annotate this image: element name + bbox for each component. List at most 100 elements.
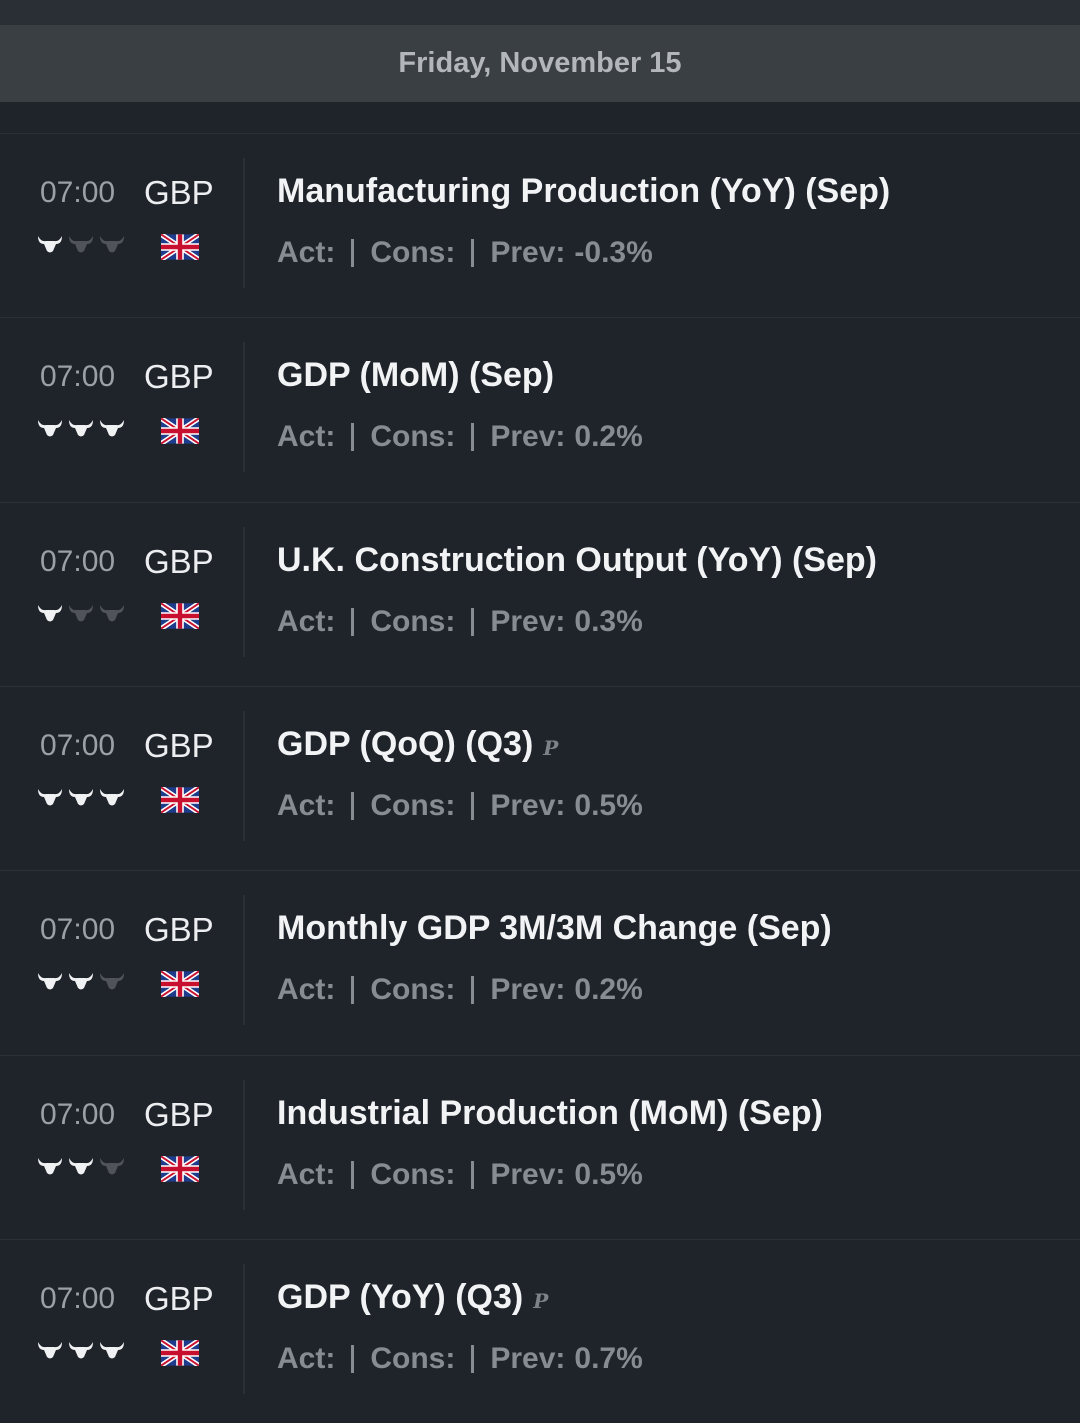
bull-icon bbox=[100, 1157, 124, 1174]
title-text: Manufacturing Production (YoY) (Sep) bbox=[277, 172, 891, 210]
cons-label: Cons: bbox=[370, 236, 456, 269]
event-values: Act: Cons: Prev: 0.5% bbox=[277, 1158, 643, 1192]
bull-icon bbox=[38, 1341, 62, 1359]
event-title: Manufacturing Production (YoY) (Sep) bbox=[277, 172, 890, 211]
event-title: GDP (YoY) (Q3) P bbox=[277, 1278, 548, 1317]
separator bbox=[351, 791, 355, 820]
act-label: Act: bbox=[277, 1341, 336, 1375]
prev-label: Prev: bbox=[490, 420, 566, 454]
cons-label: Cons: bbox=[370, 788, 456, 822]
importance-icons bbox=[38, 1157, 124, 1174]
act-label: Act: bbox=[277, 788, 336, 822]
bull-icon bbox=[69, 604, 93, 622]
bull-icon bbox=[38, 236, 62, 253]
prev-value: 0.7% bbox=[574, 1341, 643, 1375]
separator bbox=[351, 976, 355, 1005]
bull-icon bbox=[38, 1157, 62, 1174]
importance bbox=[37, 603, 129, 630]
prev-value: -0.3% bbox=[574, 236, 653, 269]
event-time: 07:00 bbox=[40, 360, 116, 394]
country-flag bbox=[159, 600, 201, 634]
currency: GBP bbox=[144, 542, 214, 580]
divider bbox=[243, 342, 245, 473]
event-title: Monthly GDP 3M/3M Change (Sep) bbox=[277, 909, 832, 948]
separator bbox=[471, 976, 475, 1005]
bull-icon bbox=[69, 420, 93, 437]
cons-label: Cons: bbox=[370, 973, 456, 1007]
prev-label: Prev: bbox=[490, 604, 566, 638]
divider bbox=[243, 710, 245, 841]
cons-label: Cons: bbox=[370, 1341, 456, 1375]
country-flag bbox=[159, 785, 201, 818]
title-text: GDP (MoM) (Sep) bbox=[277, 356, 555, 395]
bull-icon bbox=[100, 973, 124, 990]
prelim-marker: P bbox=[543, 735, 559, 760]
event-row: 07:00 GBP Monthly GDP 3M/3M Change (Sep) Ac… bbox=[0, 870, 1080, 1054]
separator bbox=[471, 607, 475, 636]
separator bbox=[471, 239, 475, 267]
title-text: GDP (QoQ) (Q3) bbox=[277, 724, 534, 763]
currency: GBP bbox=[144, 911, 214, 949]
separator bbox=[471, 423, 475, 452]
event-title: U.K. Construction Output (YoY) (Sep) bbox=[277, 541, 877, 580]
importance-icons bbox=[38, 1341, 124, 1359]
currency: GBP bbox=[144, 1095, 214, 1133]
act-label: Act: bbox=[277, 973, 336, 1007]
divider bbox=[243, 1263, 245, 1394]
country-flag bbox=[159, 1153, 201, 1187]
prev-value: 0.5% bbox=[574, 1157, 643, 1191]
currency: GBP bbox=[144, 358, 214, 396]
prev-value: 0.5% bbox=[574, 788, 643, 822]
prev-label: Prev: bbox=[490, 1341, 566, 1375]
prev-value: 0.2% bbox=[574, 420, 643, 454]
divider bbox=[243, 526, 245, 657]
currency: GBP bbox=[144, 1279, 214, 1317]
event-time: 07:00 bbox=[40, 1097, 116, 1131]
currency: GBP bbox=[144, 174, 214, 211]
event-row: 07:00 GBP GDP (MoM) (Sep) Act: Cons: Prev: 0.2… bbox=[0, 317, 1080, 501]
separator bbox=[471, 1160, 475, 1189]
bull-icon bbox=[100, 1341, 124, 1359]
divider bbox=[243, 895, 245, 1026]
importance-icons bbox=[38, 973, 124, 990]
event-time: 07:00 bbox=[40, 913, 116, 947]
event-row: 07:00 GBP GDP (YoY) (Q3) P Act: Cons: Prev: 0.7… bbox=[0, 1238, 1080, 1423]
event-values: Act: Cons: Prev: 0.5% bbox=[277, 789, 643, 823]
event-time: 07:00 bbox=[40, 1281, 116, 1315]
importance bbox=[37, 1156, 129, 1183]
country-flag bbox=[159, 416, 201, 449]
event-row: 07:00 GBP Manufacturing Production (YoY) (… bbox=[0, 133, 1080, 317]
prev-label: Prev: bbox=[490, 236, 566, 269]
country-flag bbox=[159, 1338, 201, 1371]
event-values: Act: Cons: Prev: 0.2% bbox=[277, 420, 643, 454]
act-label: Act: bbox=[277, 604, 336, 638]
bull-icon bbox=[100, 604, 124, 622]
importance bbox=[37, 971, 129, 998]
top-bar bbox=[0, 0, 1080, 25]
event-title: GDP (MoM) (Sep) bbox=[277, 356, 554, 395]
bull-icon bbox=[69, 1157, 93, 1174]
event-title: GDP (QoQ) (Q3) P bbox=[277, 725, 558, 764]
divider bbox=[243, 1079, 245, 1210]
divider bbox=[243, 158, 245, 288]
importance bbox=[37, 1340, 129, 1367]
separator bbox=[471, 791, 475, 820]
importance bbox=[37, 418, 129, 445]
event-values: Act: Cons: Prev: 0.7% bbox=[277, 1342, 643, 1376]
separator bbox=[471, 1344, 475, 1373]
act-label: Act: bbox=[277, 420, 336, 454]
title-text: GDP (YoY) (Q3) bbox=[277, 1277, 524, 1316]
separator bbox=[351, 239, 355, 267]
importance-icons bbox=[38, 788, 124, 806]
event-time: 07:00 bbox=[40, 176, 116, 209]
event-time: 07:00 bbox=[40, 728, 116, 762]
title-text: Monthly GDP 3M/3M Change (Sep) bbox=[277, 909, 832, 948]
bull-icon bbox=[69, 973, 93, 990]
prev-label: Prev: bbox=[490, 1157, 566, 1191]
importance-icons bbox=[38, 420, 124, 437]
bull-icon bbox=[38, 604, 62, 622]
currency: GBP bbox=[144, 726, 214, 764]
bull-icon bbox=[100, 788, 124, 806]
title-text: U.K. Construction Output (YoY) (Sep) bbox=[277, 540, 877, 579]
country-flag bbox=[159, 232, 201, 265]
